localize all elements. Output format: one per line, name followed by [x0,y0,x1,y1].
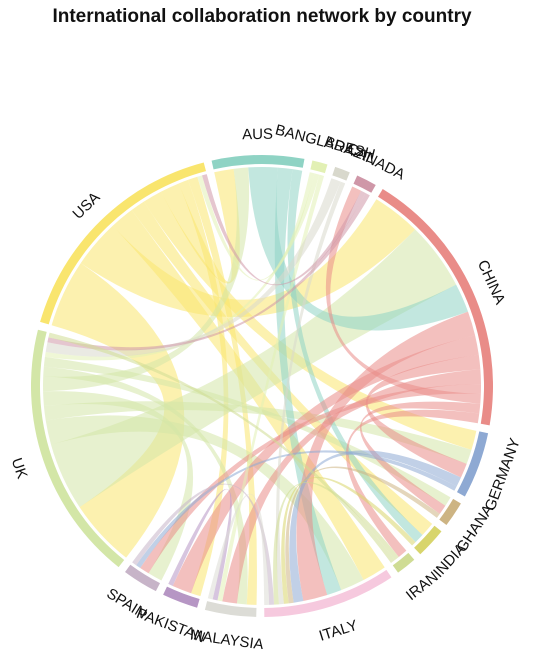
arc-bangladesh [310,160,328,174]
label-italy: ITALY [317,617,360,645]
chord-ribbons [42,166,482,605]
arc-iran [392,552,415,573]
arc-uk [31,329,125,568]
chord-india-italy [281,476,416,604]
label-germany: GERMANY [482,436,524,513]
chord-usa-uk [51,263,185,558]
chord-usa-italy [112,209,385,581]
chord-uk-china [51,229,457,508]
chord-uk-aus [42,167,250,392]
chord-bangladesh-malaysia [217,174,325,602]
chord-china-ghana [359,401,481,514]
chord-usa-germany [143,191,477,450]
label-usa: USA [70,189,104,223]
arc-germany [456,431,489,497]
chord-china-germany [365,354,481,478]
label-aus: AUS [242,126,273,144]
chord-china-spain [140,384,482,574]
label-uk: UK [8,456,31,481]
country-arcs [31,155,494,617]
arc-pakistan [163,586,200,608]
chord-usa-pakistan [178,179,229,597]
arc-brazil [332,166,350,181]
arc-spain [125,564,161,592]
arc-india [414,525,442,555]
label-china: CHINA [474,258,509,308]
chord-usa-china [80,199,416,318]
arc-aus [211,155,305,170]
chord-usa-india [131,201,433,536]
chord-aus-china [248,166,469,331]
chord-usa-aus [160,168,240,284]
diagram-title: International collaboration network by c… [52,6,472,27]
arc-malaysia [204,601,257,617]
arc-china [377,189,494,426]
arc-italy [264,569,392,617]
arc-canada [353,175,376,193]
label-spain: SPAIN [103,585,149,623]
chord-aus-india [287,169,423,543]
chord-china-iran [345,409,480,557]
arc-ghana [439,498,461,526]
